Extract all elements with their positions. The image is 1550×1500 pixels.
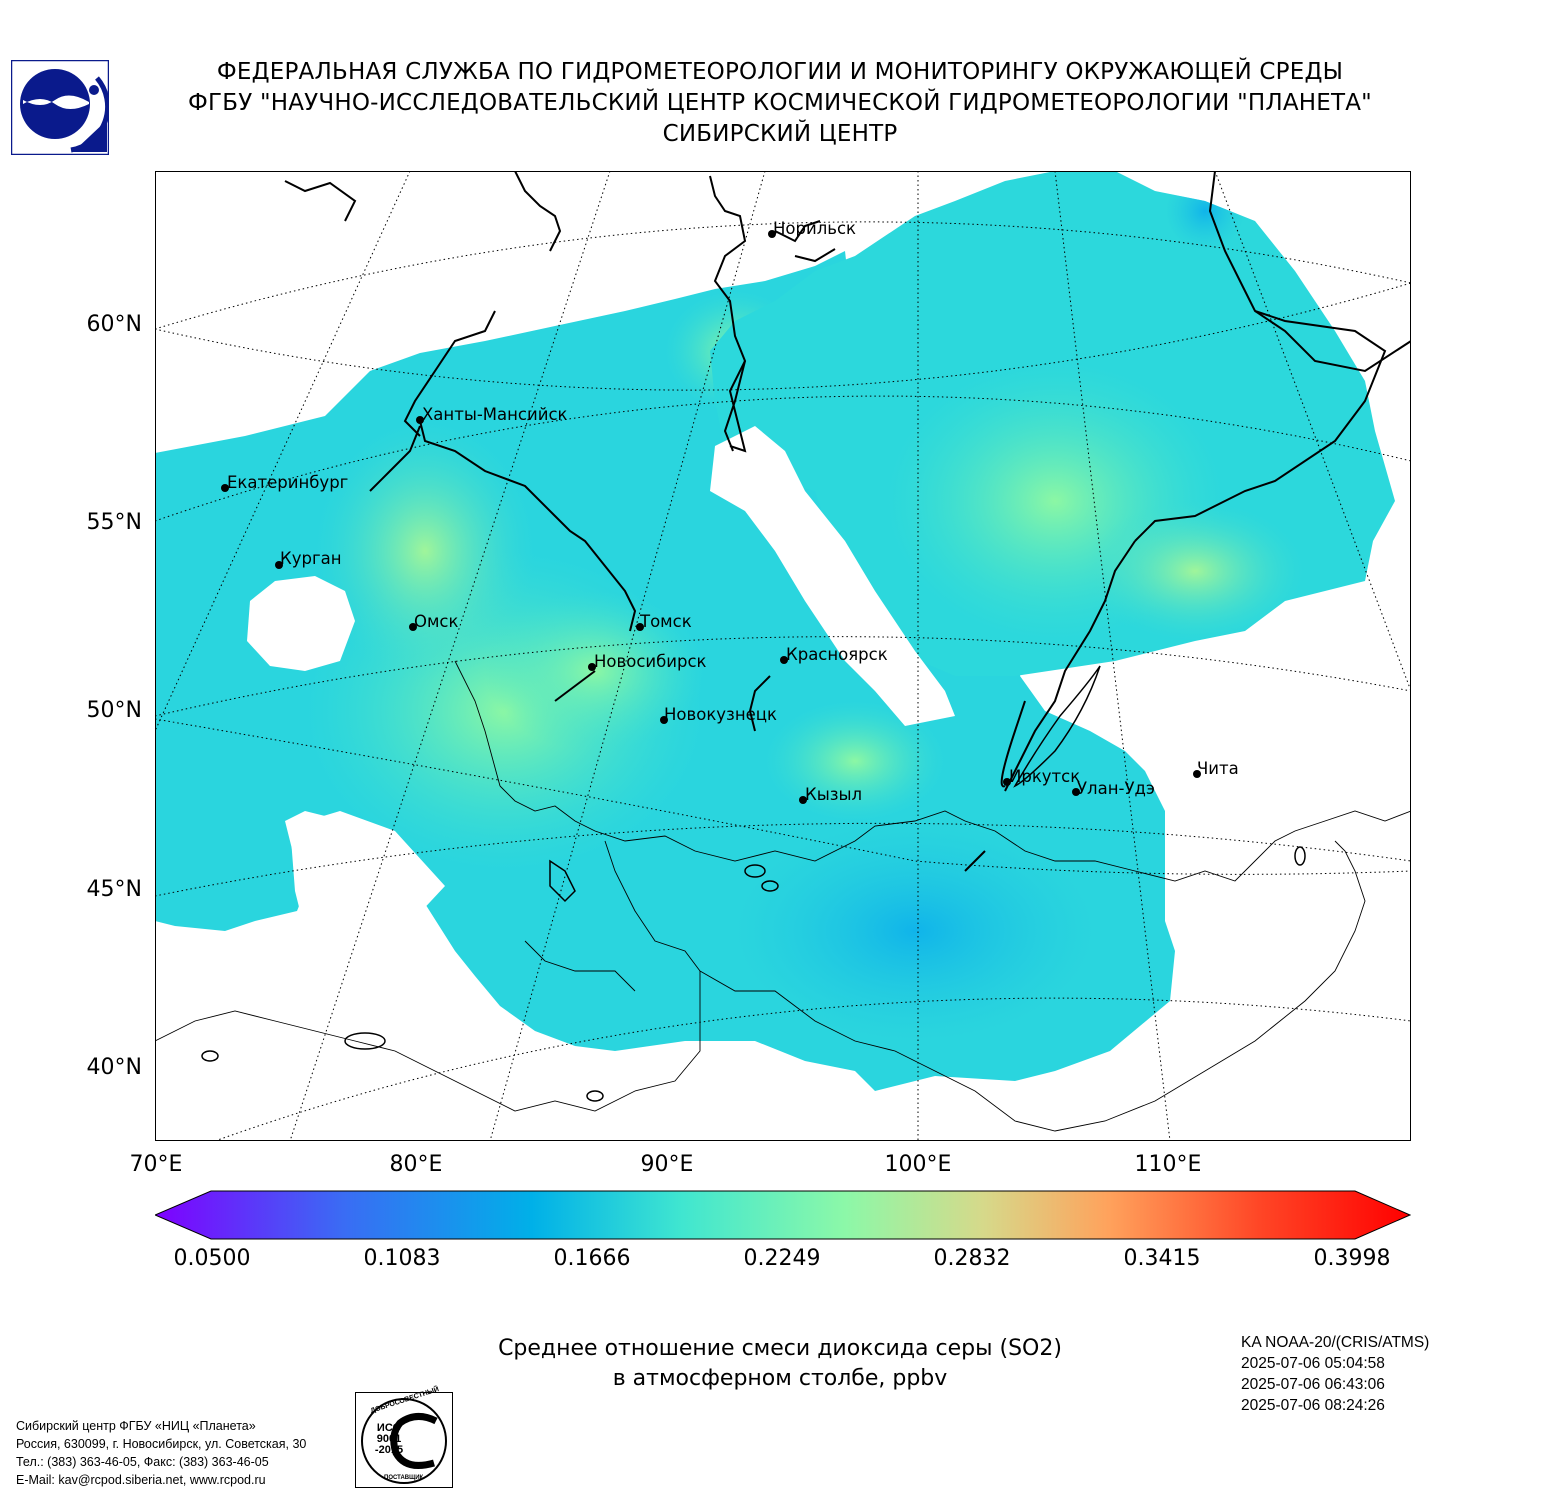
satellite-time-2: 2025-07-06 06:43:06	[1241, 1376, 1385, 1393]
city-label-novokuznetsk: Новокузнецк	[664, 705, 777, 724]
satellite-time-1: 2025-07-06 05:04:58	[1241, 1355, 1385, 1372]
city-label-krasnoyarsk: Красноярск	[786, 645, 888, 664]
city-label-ekaterinburg: Екатеринбург	[227, 473, 349, 492]
city-markers	[221, 230, 1201, 804]
iso-stamp-center: ИСО 9001 -2015	[374, 1423, 404, 1456]
colorbar	[155, 1190, 1411, 1240]
colorbar-tick-5: 0.3415	[1123, 1246, 1201, 1271]
city-label-omsk: Омск	[414, 612, 459, 631]
iso-stamp: ДОБРОСОВЕСТНЫЙ ИСО 9001 -2015 ПОСТАВЩИК	[355, 1386, 453, 1488]
city-label-kurgan: Курган	[280, 549, 342, 568]
so2-field-west	[155, 251, 1175, 1091]
colorbar-tick-2: 0.1666	[553, 1246, 631, 1271]
contact-info: Сибирский центр ФГБУ «НИЦ «Планета» Росс…	[16, 1417, 306, 1489]
contact-line-3: Тел.: (383) 363-46-05, Факс: (383) 363-4…	[16, 1455, 269, 1469]
iso-stamp-bottom-text: ПОСТАВЩИК	[384, 1475, 424, 1481]
contact-line-4: E-Mail: kav@rcpod.siberia.net, www.rcpod…	[16, 1473, 266, 1487]
lat-label-40: 40°N	[86, 1055, 142, 1080]
colorbar-tick-1: 0.1083	[363, 1246, 441, 1271]
contact-line-1: Сибирский центр ФГБУ «НИЦ «Планета»	[16, 1419, 256, 1433]
lon-label-90: 90°E	[640, 1152, 694, 1177]
iso-stamp-line-3: -2015	[374, 1444, 404, 1456]
lat-label-55: 55°N	[86, 510, 142, 535]
iso-stamp-line-2: 9001	[376, 1433, 402, 1445]
city-label-ulan-ude: Улан-Удэ	[1077, 779, 1155, 798]
satellite-name: KA NOAA-20/(CRIS/ATMS)	[1241, 1334, 1430, 1351]
lat-label-50: 50°N	[86, 698, 142, 723]
city-label-tomsk: Томск	[640, 612, 692, 631]
borders	[155, 660, 1411, 1132]
contact-line-2: Россия, 630099, г. Новосибирск, ул. Сове…	[16, 1437, 307, 1451]
city-label-novosibirsk: Новосибирск	[594, 652, 707, 671]
lat-label-45: 45°N	[86, 877, 142, 902]
planeta-logo	[10, 59, 111, 156]
city-label-kyzyl: Кызыл	[805, 785, 863, 804]
city-label-khanty-mansiysk: Ханты-Мансийск	[422, 405, 568, 424]
map-caption: Среднее отношение смеси диоксида серы (S…	[380, 1334, 1180, 1394]
map-frame	[155, 171, 1411, 1141]
graticule	[155, 171, 1411, 1141]
header-line-3: СИБИРСКИЙ ЦЕНТР	[662, 121, 898, 147]
lon-label-70: 70°E	[129, 1152, 183, 1177]
satellite-info: KA NOAA-20/(CRIS/ATMS) 2025-07-06 05:04:…	[1241, 1332, 1429, 1416]
caption-line-2: в атмосферном столбе, ppbv	[612, 1366, 948, 1391]
colorbar-tick-0: 0.0500	[173, 1246, 251, 1271]
lon-label-80: 80°E	[389, 1152, 443, 1177]
header-line-2: ФГБУ "НАУЧНО-ИССЛЕДОВАТЕЛЬСКИЙ ЦЕНТР КОС…	[188, 90, 1372, 116]
caption-line-1: Среднее отношение смеси диоксида серы (S…	[498, 1336, 1062, 1361]
lat-label-60: 60°N	[86, 312, 142, 337]
satellite-time-3: 2025-07-06 08:24:26	[1241, 1397, 1385, 1414]
lon-label-100: 100°E	[884, 1152, 952, 1177]
rivers	[369, 360, 1136, 872]
header-line-1: ФЕДЕРАЛЬНАЯ СЛУЖБА ПО ГИДРОМЕТЕОРОЛОГИИ …	[216, 59, 1344, 85]
colorbar-tick-4: 0.2832	[933, 1246, 1011, 1271]
data-gap-stripe	[710, 426, 955, 726]
city-label-chita: Чита	[1197, 759, 1239, 778]
city-label-norilsk: Норильск	[773, 219, 857, 238]
data-gap-balkhash	[290, 811, 445, 931]
city-label-irkutsk: Иркутск	[1009, 767, 1081, 786]
colorbar-tick-6: 0.3998	[1313, 1246, 1391, 1271]
lon-label-110: 110°E	[1134, 1152, 1202, 1177]
iso-stamp-line-1: ИСО	[376, 1422, 402, 1434]
colorbar-tick-3: 0.2249	[743, 1246, 821, 1271]
coastlines	[284, 171, 1411, 542]
lakes	[201, 665, 1306, 1102]
data-gap-kazakhstan	[247, 576, 355, 671]
